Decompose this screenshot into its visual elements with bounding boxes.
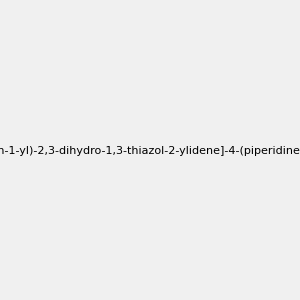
Text: N-[(2Z)-4-(naphthalen-1-yl)-2,3-dihydro-1,3-thiazol-2-ylidene]-4-(piperidine-1-s: N-[(2Z)-4-(naphthalen-1-yl)-2,3-dihydro-… [0, 146, 300, 157]
